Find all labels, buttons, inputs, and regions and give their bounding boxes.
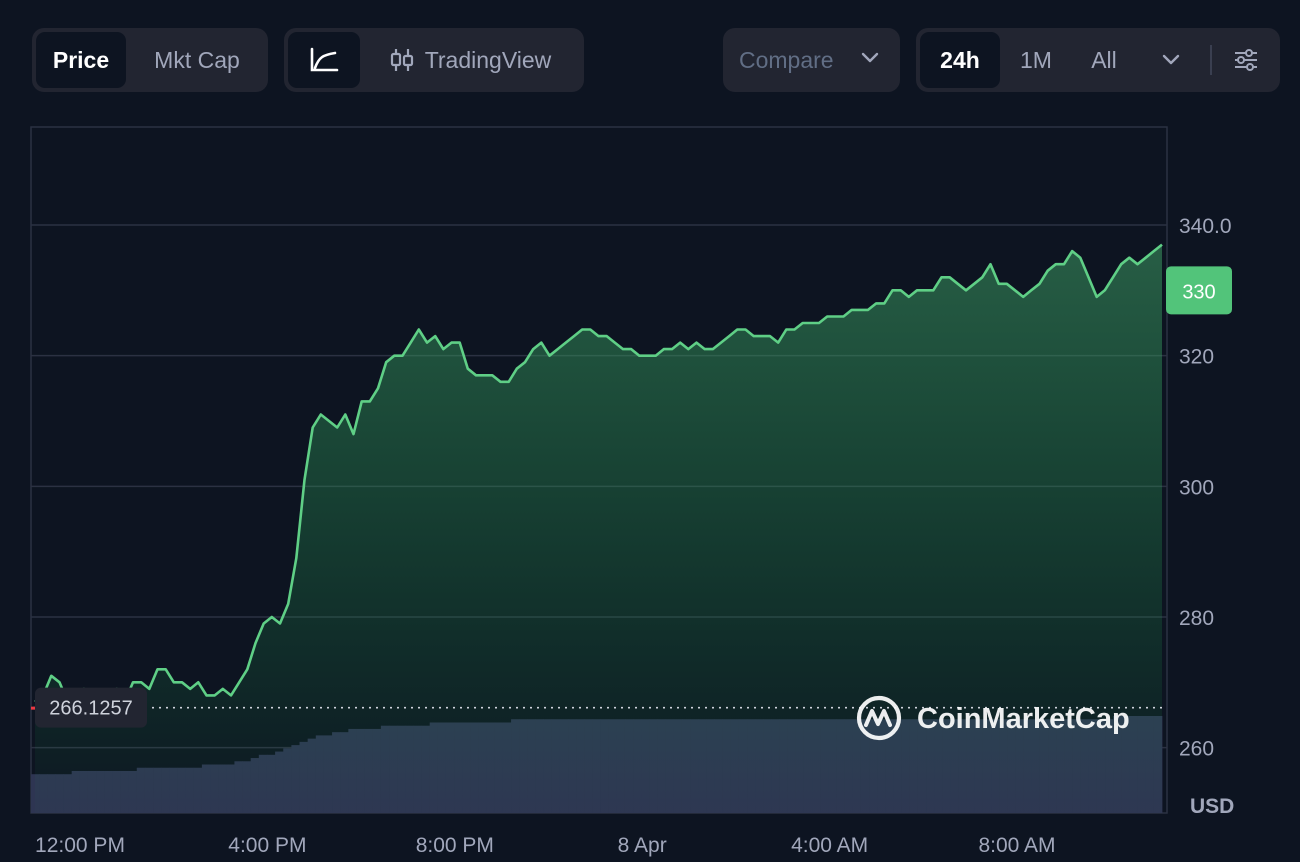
- metric-toggle-group: Price Mkt Cap: [32, 28, 268, 92]
- tab-all[interactable]: All: [1091, 46, 1117, 73]
- line-chart-icon: [309, 47, 339, 73]
- y-axis: 260 280 300 320 340.0: [1179, 215, 1232, 761]
- current-price-badge: 330: [1166, 266, 1232, 315]
- x-tick-label: 4:00 PM: [228, 834, 306, 857]
- reference-label-bg: [35, 687, 147, 728]
- coinmarketcap-logo-icon: [856, 695, 902, 741]
- range-toggle-group: 24h 1M All: [916, 28, 1280, 92]
- x-tick-label: 4:00 AM: [791, 834, 868, 857]
- range-dropdown-button[interactable]: [1140, 32, 1202, 88]
- y-tick-label: 280: [1179, 607, 1214, 630]
- x-tick-label: 8:00 PM: [416, 834, 494, 857]
- chart-settings-button[interactable]: [1220, 32, 1272, 88]
- current-price-badge-bg: [1166, 266, 1232, 315]
- tradingview-button[interactable]: TradingView: [364, 32, 576, 88]
- watermark-text: CoinMarketCap: [917, 703, 1130, 735]
- current-price-label: 330: [1182, 281, 1215, 303]
- chevron-down-icon: [1161, 53, 1181, 67]
- currency-unit: USD: [1190, 795, 1234, 818]
- sliders-icon: [1233, 48, 1259, 72]
- y-tick-label: 320: [1179, 346, 1214, 369]
- x-tick-label: 8:00 AM: [978, 834, 1055, 857]
- reference-price-line: 266.1257: [31, 687, 1163, 728]
- tradingview-label: TradingView: [424, 46, 552, 73]
- x-tick-label: 12:00 PM: [35, 834, 125, 857]
- y-tick-label: 300: [1179, 476, 1214, 499]
- tab-24h[interactable]: 24h: [920, 32, 1000, 88]
- chart-view-group: TradingView: [284, 28, 584, 92]
- tab-mkt-cap[interactable]: Mkt Cap: [154, 46, 240, 73]
- tab-1m[interactable]: 1M: [1020, 46, 1052, 73]
- price-area: [35, 244, 1162, 814]
- reference-price-label: 266.1257: [49, 698, 132, 720]
- candlestick-icon: [389, 47, 415, 73]
- x-tick-label: 8 Apr: [618, 834, 667, 857]
- price-line: [34, 243, 1163, 710]
- compare-dropdown[interactable]: Compare: [723, 28, 900, 92]
- x-axis: 12:00 PM 4:00 PM 8:00 PM 8 Apr 4:00 AM 8:00 A…: [35, 834, 1055, 857]
- compare-label: Compare: [739, 46, 834, 73]
- chevron-down-icon: [860, 51, 880, 70]
- reference-marker: [31, 706, 35, 710]
- tab-price[interactable]: Price: [36, 32, 126, 88]
- coinmarketcap-watermark: CoinMarketCap: [856, 695, 1130, 741]
- divider: [1210, 45, 1212, 75]
- y-tick-label: 260: [1179, 738, 1214, 761]
- y-tick-label: 340.0: [1179, 215, 1232, 238]
- line-view-button[interactable]: [288, 32, 360, 88]
